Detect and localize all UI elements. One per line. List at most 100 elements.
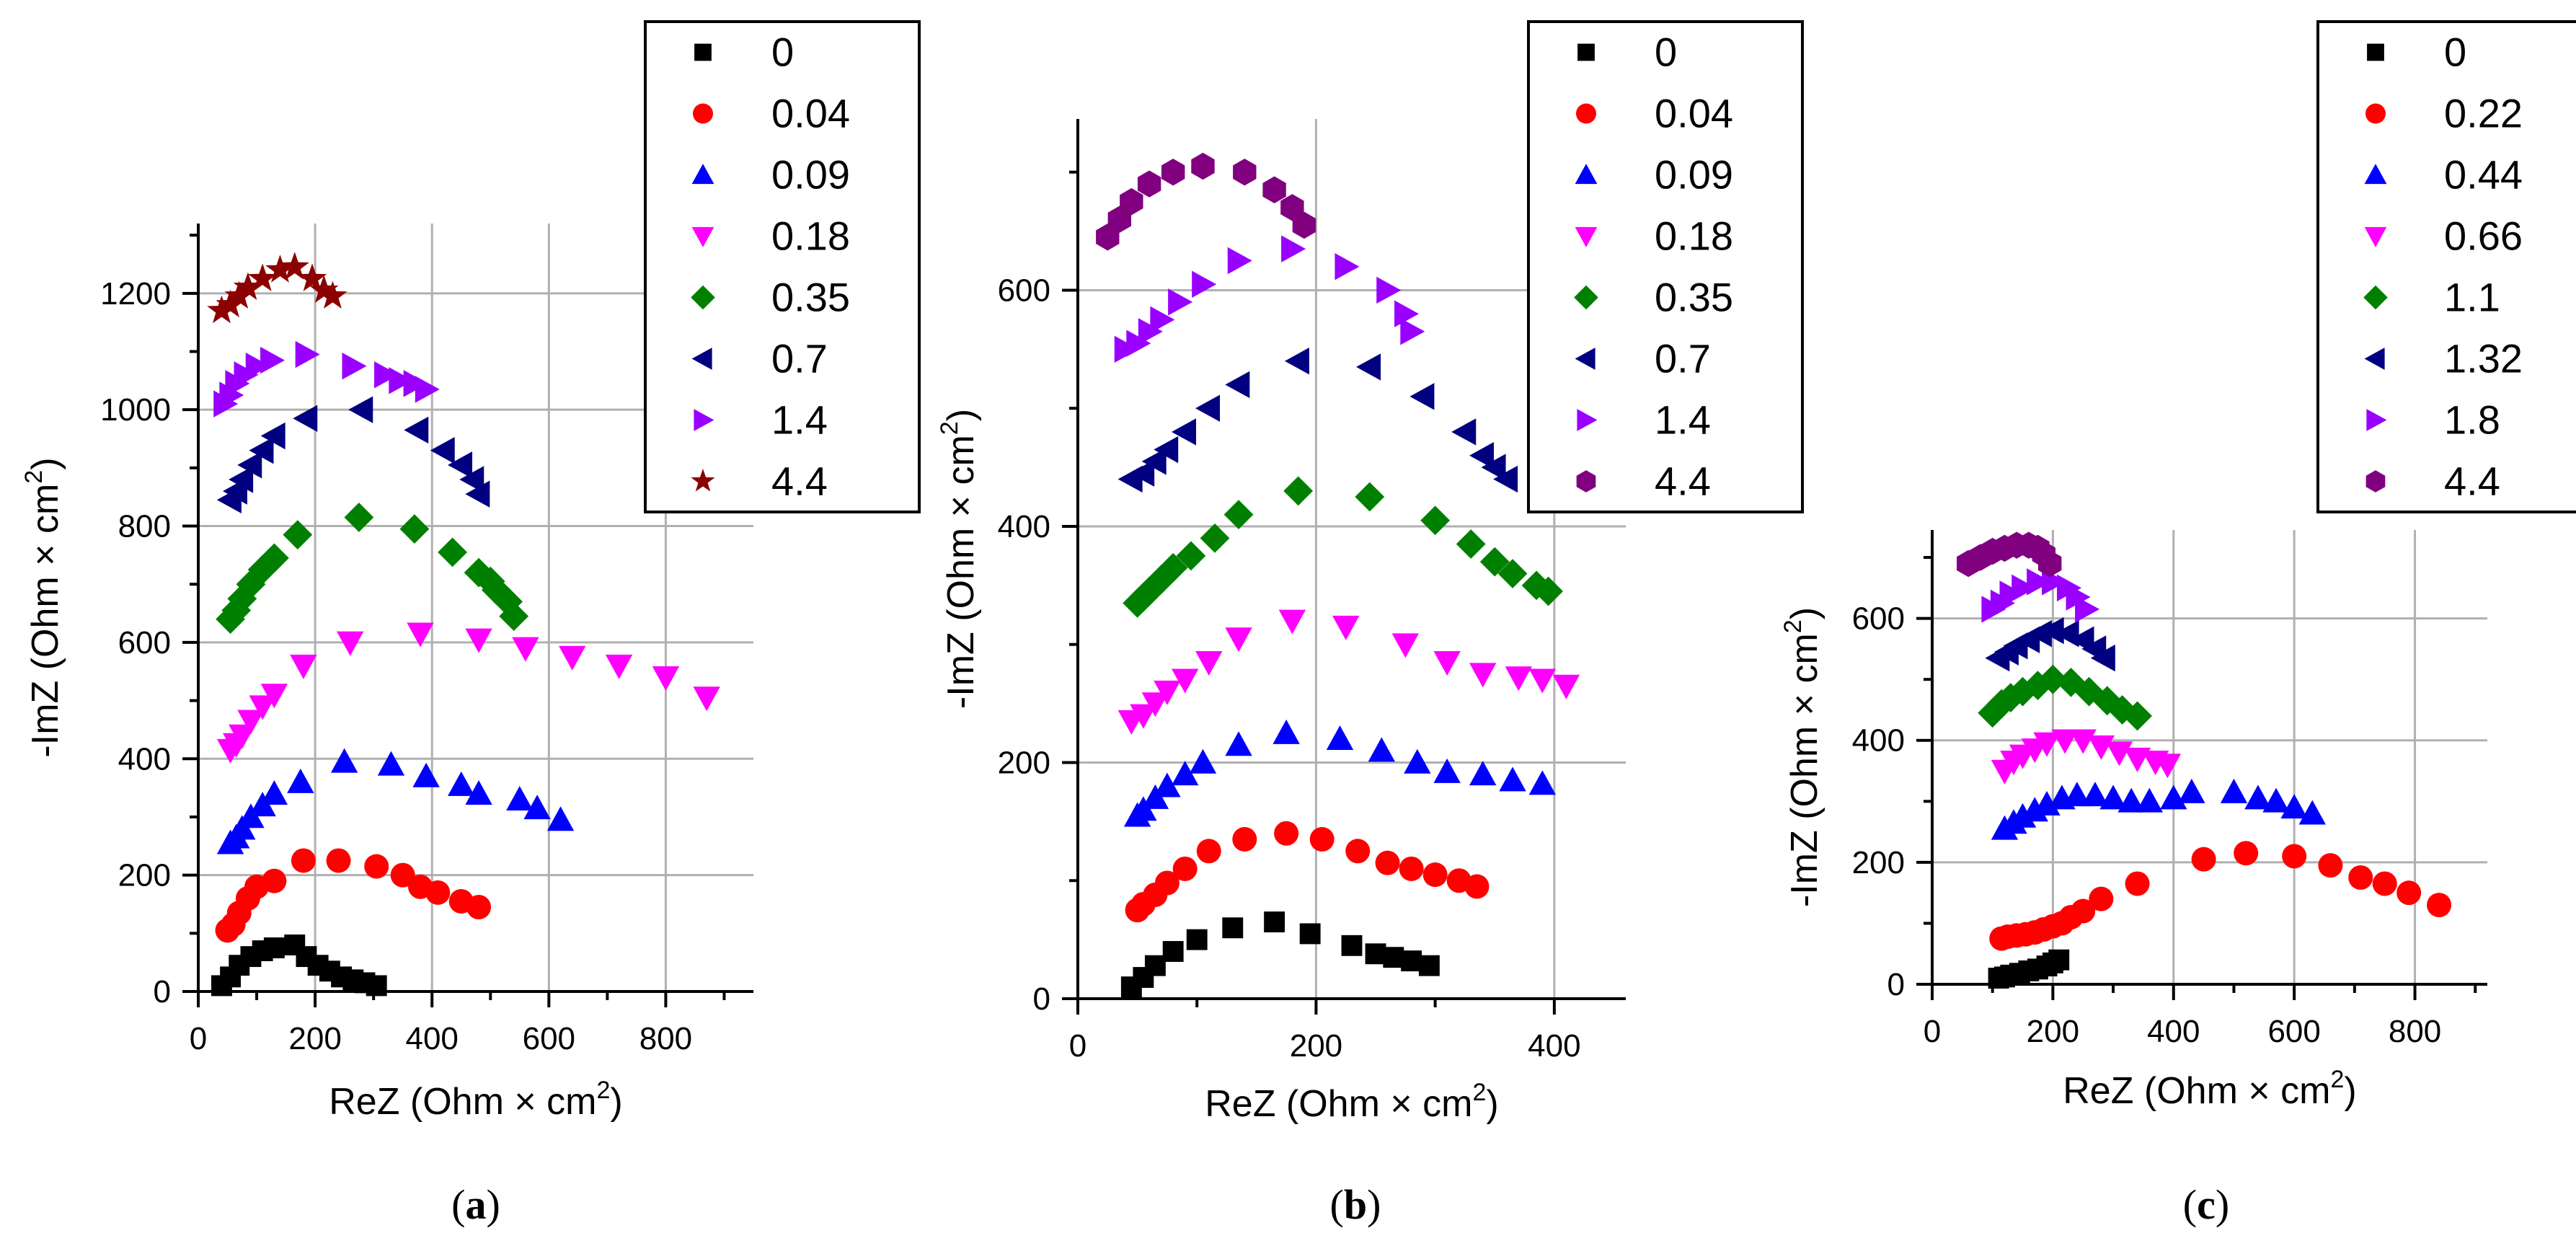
legend-label: 1.32 (2444, 336, 2523, 381)
x-axis-label: ReZ (Ohm × cm2) (329, 1077, 623, 1123)
y-axis-label: -ImZ (Ohm × cm2) (1779, 607, 1825, 907)
data-point (260, 684, 288, 709)
data-point (1225, 371, 1250, 399)
data-point (1171, 418, 1196, 446)
legend-marker (691, 285, 715, 310)
x-tick-label: 400 (2147, 1014, 2200, 1049)
data-point (1162, 941, 1184, 962)
data-point (2427, 893, 2452, 918)
legend-label: 0.66 (2444, 213, 2523, 259)
data-point (1233, 158, 1257, 186)
x-tick-label: 0 (1924, 1014, 1941, 1049)
data-point (374, 361, 399, 389)
data-point (1451, 418, 1477, 446)
x-tick-label: 400 (405, 1021, 458, 1056)
legend-marker (1576, 103, 1596, 124)
data-point (1456, 529, 1486, 559)
data-point (1272, 719, 1300, 744)
data-point (1433, 650, 1461, 676)
data-point (342, 352, 367, 380)
y-tick-label: 200 (1852, 845, 1905, 880)
data-point (364, 854, 389, 879)
legend-label: 4.4 (771, 459, 828, 504)
data-point (2011, 574, 2037, 602)
series-0 (1988, 949, 2070, 989)
series-4.4 (1096, 152, 1316, 251)
legend-marker (694, 43, 712, 61)
data-point (1399, 856, 1424, 881)
legend-marker (693, 103, 713, 124)
data-point (415, 376, 440, 403)
data-point (293, 405, 318, 432)
data-point (1341, 935, 1363, 956)
legend-marker (691, 226, 714, 247)
data-point (390, 862, 415, 888)
data-point (259, 543, 289, 573)
data-point (1141, 448, 1167, 475)
series-4.4 (1957, 531, 2062, 578)
data-point (237, 451, 262, 479)
data-point (297, 263, 327, 291)
legend-label: 0.09 (771, 152, 850, 198)
data-point (448, 451, 473, 479)
data-point (207, 295, 236, 324)
data-point (1404, 748, 1431, 774)
data-point (1264, 911, 1285, 933)
y-tick-label: 200 (118, 858, 171, 893)
panel-caption: (a) (451, 1181, 500, 1228)
data-point (1433, 758, 1461, 783)
x-tick-label: 600 (523, 1021, 575, 1056)
series-0.66 (1991, 729, 2182, 785)
data-point (1418, 955, 1440, 976)
data-point (1469, 663, 1497, 688)
data-point (693, 686, 720, 712)
series-1.4 (1114, 235, 1425, 363)
y-tick-label: 600 (1852, 601, 1905, 637)
data-point (1335, 252, 1360, 280)
data-point (465, 480, 490, 508)
data-point (465, 628, 492, 653)
series-0.18 (216, 622, 720, 764)
x-tick-label: 800 (2389, 1014, 2441, 1049)
legend-label: 0.18 (1655, 213, 1733, 259)
panel-captions: (a) (b) (c) (451, 1181, 2229, 1228)
y-tick-label: 600 (998, 273, 1050, 308)
data-point (2234, 841, 2259, 866)
x-tick-label: 400 (1528, 1028, 1580, 1064)
data-point (1154, 436, 1179, 464)
data-point (1107, 206, 1132, 233)
legend-marker (691, 348, 712, 370)
data-point (459, 466, 484, 493)
data-point (291, 848, 316, 873)
data-point (245, 352, 270, 380)
data-point (229, 466, 254, 493)
data-point (465, 779, 492, 805)
legend-marker (1576, 470, 1596, 492)
data-point (404, 416, 429, 444)
data-point (247, 555, 278, 585)
data-point (1161, 158, 1185, 186)
data-point (1225, 731, 1252, 756)
data-point (1192, 270, 1217, 298)
data-point (1356, 353, 1381, 381)
data-point (1365, 943, 1386, 965)
x-axis-label: ReZ (Ohm × cm2) (2063, 1066, 2357, 1112)
panel-c-chart: 0 200 400 600 800 0 200 400 600 ReZ (Ohm × cm2) -I… (1779, 20, 2576, 1112)
series-0.22 (1989, 841, 2452, 951)
data-point (407, 622, 434, 648)
data-point (2099, 785, 2127, 810)
data-point (2074, 676, 2104, 707)
legend-label: 1.1 (2444, 275, 2500, 320)
data-point (1528, 668, 1557, 694)
data-point (2262, 787, 2290, 813)
data-point (1479, 547, 1510, 577)
data-point (1278, 609, 1306, 635)
data-point (260, 422, 286, 450)
data-point (523, 795, 551, 820)
y-tick-label: 400 (118, 741, 171, 777)
data-point (249, 436, 274, 464)
legend-label: 4.4 (1655, 459, 1711, 504)
legend-label: 0.18 (771, 213, 850, 259)
x-axis-label: ReZ (Ohm × cm2) (1205, 1079, 1499, 1125)
